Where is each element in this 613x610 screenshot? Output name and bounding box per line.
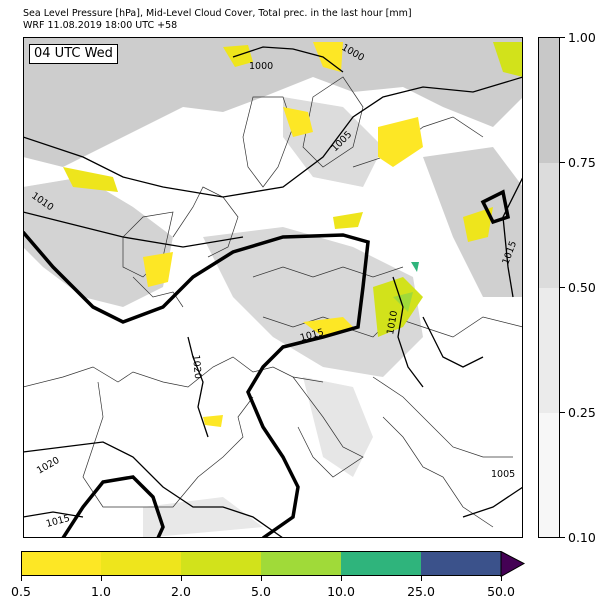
coastlines-layer (23, 76, 523, 528)
precip-segment (21, 551, 101, 576)
precip-tick-label: 5.0 (251, 584, 271, 599)
cloud-cover-tick-label: 0.75 (568, 155, 596, 170)
cloud-cover-tick-label: 1.00 (568, 30, 596, 45)
precipitation-layer (63, 42, 523, 427)
cloud-cover-colorbar (538, 37, 560, 538)
title-line-2: WRF 11.08.2019 18:00 UTC +58 (23, 20, 178, 31)
precip-segment (341, 551, 421, 576)
precip-tick-label: 1.0 (91, 584, 111, 599)
precip-tick-label: 50.0 (487, 584, 515, 599)
title-line-1: Sea Level Pressure [hPa], Mid-Level Clou… (23, 8, 412, 19)
chart-title: Sea Level Pressure [hPa], Mid-Level Clou… (23, 8, 412, 32)
isobar-label: 1010 (385, 310, 400, 336)
isobar-label: 1005 (491, 469, 515, 480)
weather-map: 1000 1000 1005 1010 1015 1010 1015 1020 … (23, 37, 523, 538)
precip-segment (261, 551, 341, 576)
cloud-cover-tick-label: 0.25 (568, 405, 596, 420)
cloud-cover-tick-label: 0.50 (568, 280, 596, 295)
precip-tick-label: 10.0 (327, 584, 355, 599)
cloud-cover-tick-label: 0.10 (568, 530, 596, 545)
isobars-layer (23, 46, 523, 538)
isobar-label: 1020 (190, 354, 203, 379)
precip-segment (421, 551, 501, 576)
forecast-time-label: 04 UTC Wed (29, 44, 118, 64)
isobar-label: 1000 (249, 61, 273, 72)
cloud-cover-segment (539, 413, 559, 537)
precip-overflow-arrow (500, 551, 526, 577)
precip-tick-label: 25.0 (407, 584, 435, 599)
cloud-cover-segment (539, 38, 559, 163)
cloud-cover-segment (539, 288, 559, 413)
precip-tick-label: 0.5 (11, 584, 31, 599)
precip-segment (101, 551, 181, 576)
precip-segment (181, 551, 261, 576)
precip-tick-label: 2.0 (171, 584, 191, 599)
precipitation-colorbar (21, 551, 501, 576)
cloud-cover-segment (539, 163, 559, 288)
